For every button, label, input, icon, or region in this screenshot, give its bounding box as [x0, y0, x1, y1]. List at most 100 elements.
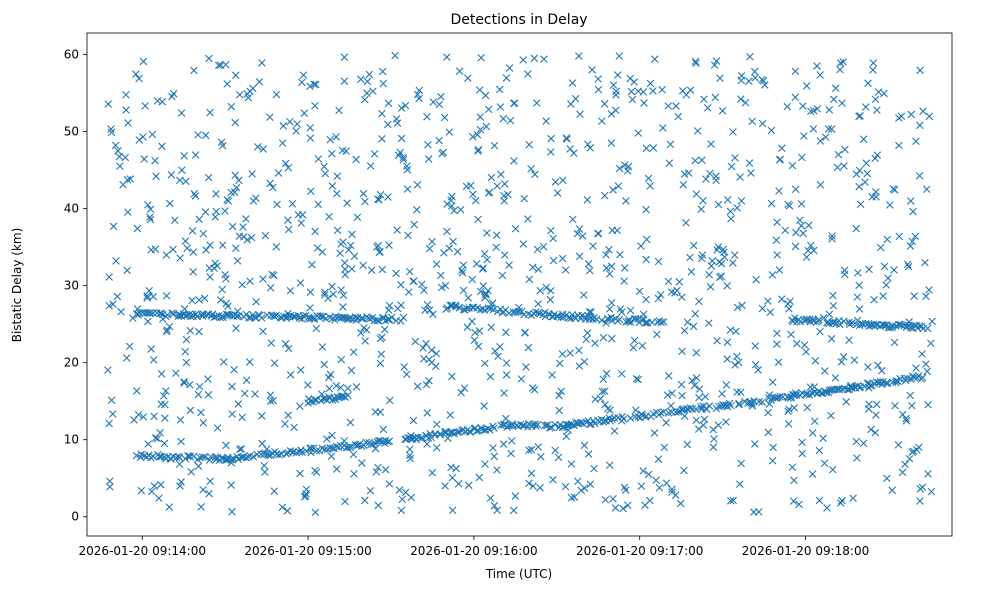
clutter-point: [680, 326, 689, 335]
clutter-point: [202, 246, 210, 254]
clutter-point: [448, 372, 456, 381]
clutter-point: [827, 411, 835, 420]
clutter-point: [502, 328, 510, 337]
clutter-point: [594, 229, 603, 238]
track-point: [418, 433, 426, 442]
clutter-point: [686, 253, 694, 262]
clutter-point: [151, 156, 159, 165]
clutter-point: [507, 437, 516, 445]
clutter-point: [153, 434, 162, 443]
clutter-point: [109, 222, 118, 231]
clutter-point: [421, 306, 429, 314]
clutter-point: [880, 262, 889, 271]
clutter-point: [376, 190, 385, 199]
clutter-point: [347, 366, 356, 375]
clutter-point: [902, 414, 910, 423]
clutter-point: [254, 142, 262, 151]
clutter-point: [146, 213, 154, 222]
clutter-point: [745, 159, 754, 167]
clutter-point: [551, 446, 559, 455]
clutter-point: [796, 216, 804, 225]
clutter-point: [326, 370, 335, 379]
clutter-point: [199, 229, 208, 238]
clutter-point: [825, 310, 834, 319]
track-point: [312, 446, 321, 455]
clutter-point: [655, 483, 664, 492]
clutter-point: [605, 305, 614, 313]
clutter-point: [519, 56, 527, 64]
clutter-point: [392, 269, 400, 278]
clutter-point: [404, 231, 412, 240]
clutter-point: [399, 155, 408, 164]
track-point: [272, 311, 280, 320]
clutter-point: [267, 339, 276, 347]
clutter-point: [123, 176, 132, 184]
clutter-point: [556, 359, 564, 368]
clutter-point: [441, 281, 450, 290]
clutter-point: [274, 169, 283, 177]
clutter-point: [397, 104, 406, 112]
clutter-point: [227, 102, 236, 111]
clutter-point: [266, 284, 275, 292]
clutter-point: [790, 403, 799, 412]
clutter-point: [678, 293, 686, 302]
clutter-point: [148, 487, 156, 496]
clutter-point: [626, 74, 635, 83]
clutter-point: [600, 100, 609, 108]
clutter-point: [731, 361, 739, 369]
clutter-point: [902, 417, 911, 425]
clutter-point: [868, 193, 876, 201]
clutter-point: [491, 347, 499, 355]
clutter-point: [374, 501, 383, 510]
clutter-point: [520, 194, 529, 203]
clutter-point: [524, 70, 532, 78]
clutter-point: [300, 109, 309, 117]
clutter-point: [469, 190, 477, 199]
clutter-point: [692, 59, 700, 68]
clutter-point: [165, 503, 174, 511]
clutter-point: [183, 244, 191, 253]
clutter-point: [727, 162, 736, 171]
track-point: [881, 321, 889, 330]
clutter-point: [133, 224, 142, 233]
clutter-point: [898, 468, 907, 477]
clutter-point: [149, 356, 158, 364]
clutter-point: [272, 243, 281, 251]
clutter-point: [707, 262, 716, 270]
clutter-point: [413, 90, 422, 99]
clutter-point: [658, 85, 666, 94]
track-point: [477, 424, 485, 432]
clutter-point: [761, 81, 769, 89]
clutter-point: [496, 103, 505, 111]
clutter-point: [691, 156, 700, 165]
clutter-point: [259, 275, 267, 283]
track-point: [436, 430, 445, 439]
clutter-point: [570, 149, 578, 158]
clutter-point: [474, 145, 483, 154]
clutter-point: [883, 474, 891, 483]
clutter-point: [791, 93, 800, 102]
clutter-point: [689, 322, 698, 331]
clutter-point: [517, 375, 526, 383]
clutter-point: [165, 322, 174, 331]
clutter-point: [642, 255, 650, 264]
clutter-point: [190, 190, 199, 198]
clutter-point: [621, 486, 630, 494]
clutter-point: [239, 223, 247, 231]
clutter-point: [443, 227, 451, 236]
clutter-point: [437, 92, 445, 101]
clutter-point: [177, 109, 186, 117]
clutter-point: [816, 181, 825, 189]
clutter-point: [502, 359, 511, 367]
clutter-point: [296, 279, 305, 287]
clutter-point: [594, 75, 602, 83]
clutter-point: [235, 90, 244, 99]
clutter-point: [791, 242, 800, 251]
clutter-point: [736, 480, 744, 488]
clutter-point: [168, 92, 176, 101]
clutter-point: [906, 242, 915, 250]
clutter-point: [558, 350, 567, 358]
clutter-point: [448, 506, 457, 515]
clutter-point: [911, 232, 920, 241]
clutter-point: [746, 52, 754, 61]
